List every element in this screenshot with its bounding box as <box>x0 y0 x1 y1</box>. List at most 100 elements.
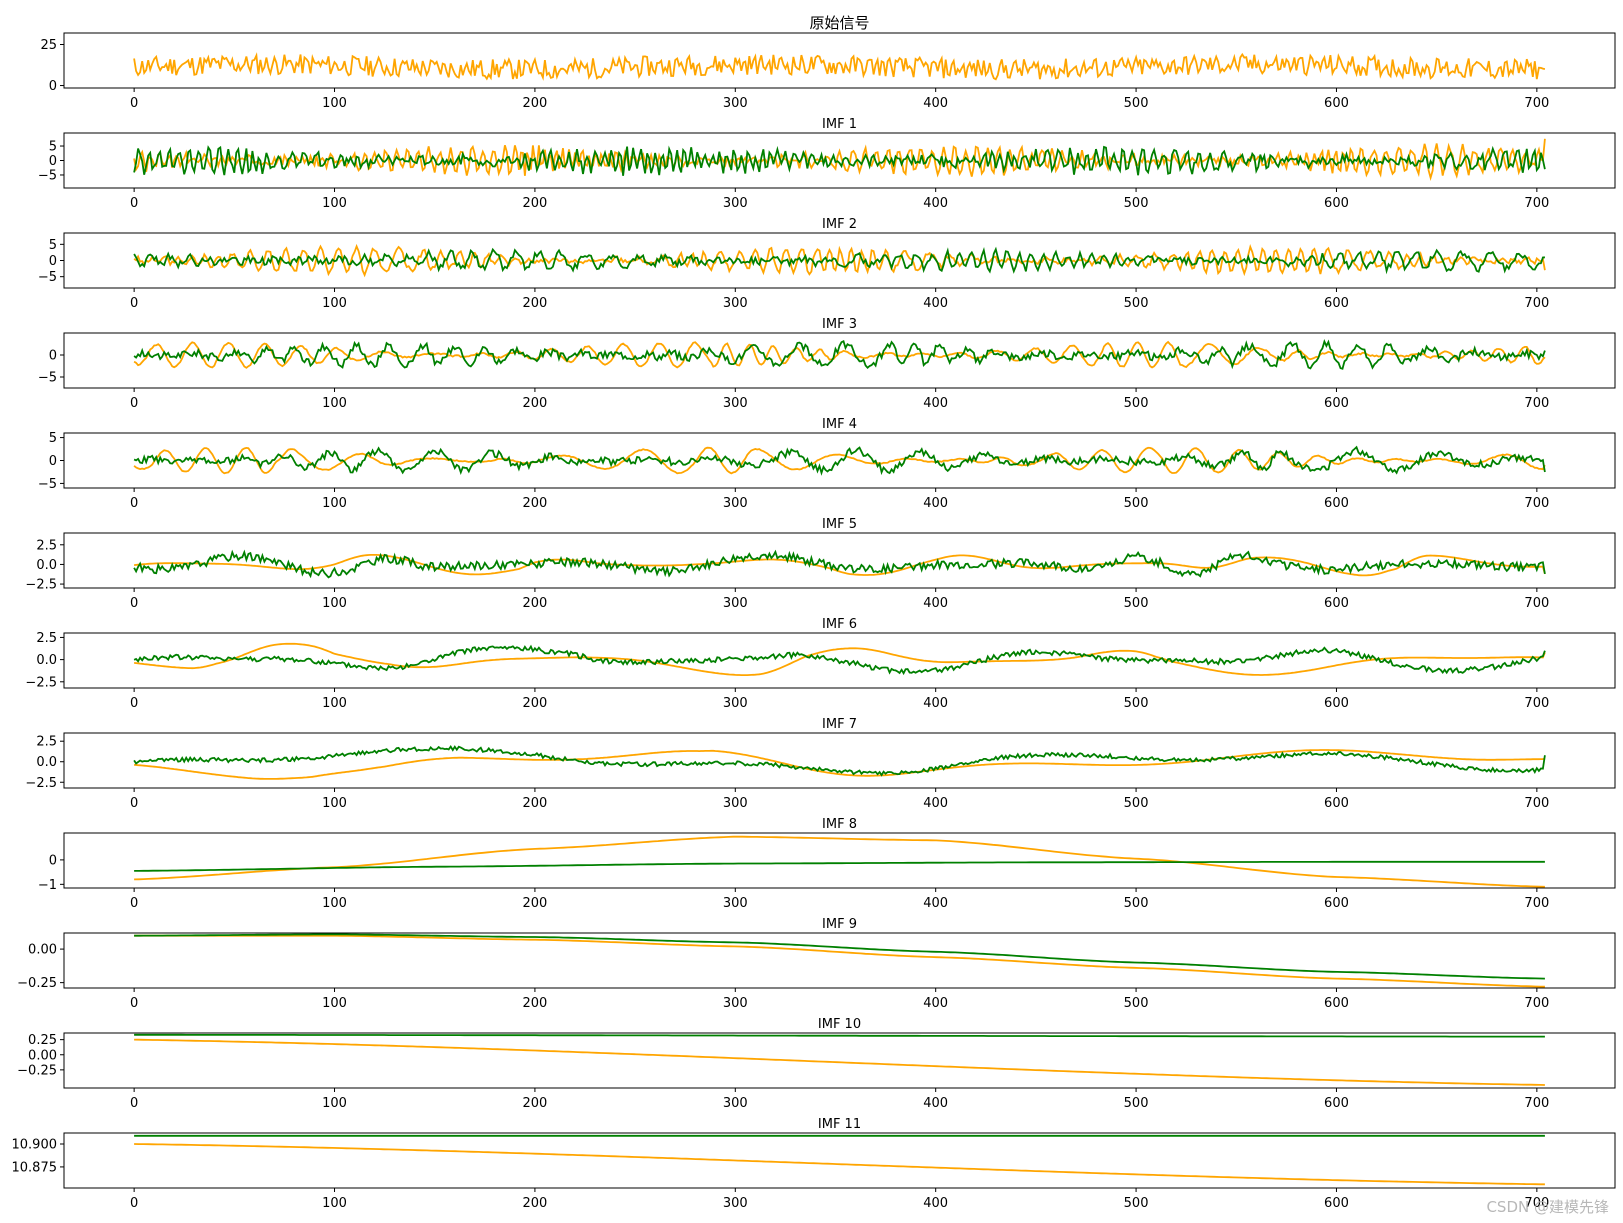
series-line-predicted <box>133 445 1546 476</box>
x-tick-label: 600 <box>1324 296 1349 311</box>
x-tick-label: 700 <box>1524 196 1549 211</box>
subplot-title: IMF 6 <box>822 617 857 632</box>
subplot-title: IMF 10 <box>818 1017 861 1032</box>
y-tick-label: 0 <box>49 853 57 868</box>
series-line-actual <box>133 340 1546 369</box>
x-tick-label: 400 <box>923 96 948 111</box>
series-line-predicted <box>133 145 1546 176</box>
x-tick-label: 300 <box>723 496 748 511</box>
x-tick-label: 300 <box>723 196 748 211</box>
x-tick-label: 300 <box>723 996 748 1011</box>
subplot-4: IMF 3 0 100 200 300 400 500 600 700 0 −5 <box>38 317 1616 411</box>
x-tick-label: 200 <box>522 796 547 811</box>
x-tick-label: 400 <box>923 596 948 611</box>
x-tick-label: 0 <box>130 1196 138 1211</box>
series-line-original <box>133 52 1546 81</box>
x-tick-label: 500 <box>1124 996 1149 1011</box>
x-tick-label: 0 <box>130 996 138 1011</box>
series-line-actual <box>134 1038 1545 1086</box>
x-tick-label: 0 <box>130 196 138 211</box>
y-tick-label: −2.5 <box>25 675 57 690</box>
y-tick-label: 25 <box>40 38 57 53</box>
x-tick-label: 200 <box>522 896 547 911</box>
y-tick-label: 2.5 <box>36 538 57 553</box>
y-tick-label: 0.0 <box>36 558 57 573</box>
x-tick-label: 100 <box>322 196 347 211</box>
x-tick-label: 400 <box>923 796 948 811</box>
series-line-predicted <box>134 860 1545 872</box>
x-tick-label: 700 <box>1524 396 1549 411</box>
x-tick-label: 500 <box>1124 296 1149 311</box>
y-tick-label: 10.875 <box>12 1160 58 1175</box>
subplot-11: IMF 10 0 100 200 300 400 500 600 700 0.250.00−0.2… <box>17 1017 1616 1111</box>
x-tick-label: 500 <box>1124 1196 1149 1211</box>
x-tick-label: 500 <box>1124 796 1149 811</box>
y-tick-label: 0.00 <box>28 1048 57 1063</box>
x-tick-label: 500 <box>1124 596 1149 611</box>
x-tick-label: 400 <box>923 1196 948 1211</box>
x-tick-label: 300 <box>723 896 748 911</box>
y-tick-label: −5 <box>38 371 57 386</box>
x-tick-label: 700 <box>1524 1196 1549 1211</box>
x-tick-label: 200 <box>522 396 547 411</box>
x-tick-label: 0 <box>130 396 138 411</box>
subplot-title: IMF 2 <box>822 217 857 232</box>
y-tick-label: 0 <box>49 454 57 469</box>
subplot-5: IMF 4 0 100 200 300 400 500 600 700 5 0 −5 <box>38 417 1616 511</box>
x-tick-label: 100 <box>322 1096 347 1111</box>
x-tick-label: 400 <box>923 196 948 211</box>
x-tick-label: 300 <box>723 1196 748 1211</box>
series-line-predicted <box>133 339 1546 370</box>
x-tick-label: 400 <box>923 996 948 1011</box>
series-line-predicted <box>133 644 1546 676</box>
x-tick-label: 700 <box>1524 496 1549 511</box>
x-tick-label: 700 <box>1524 596 1549 611</box>
x-tick-label: 100 <box>322 296 347 311</box>
x-tick-label: 600 <box>1324 896 1349 911</box>
x-tick-label: 100 <box>322 1196 347 1211</box>
axes-frame <box>63 532 1616 589</box>
y-tick-label: 5 <box>49 238 57 253</box>
x-tick-label: 200 <box>522 196 547 211</box>
x-tick-label: 400 <box>923 696 948 711</box>
x-tick-label: 400 <box>923 1096 948 1111</box>
y-tick-label: −2.5 <box>25 776 57 791</box>
x-tick-label: 700 <box>1524 1096 1549 1111</box>
watermark: CSDN @建模先锋 <box>1486 1198 1609 1216</box>
x-tick-label: 0 <box>130 496 138 511</box>
x-tick-label: 300 <box>723 96 748 111</box>
x-tick-label: 600 <box>1324 496 1349 511</box>
x-tick-label: 200 <box>522 96 547 111</box>
x-tick-label: 700 <box>1524 696 1549 711</box>
x-tick-label: 400 <box>923 496 948 511</box>
y-tick-label: −5 <box>38 168 57 183</box>
x-tick-label: 0 <box>130 796 138 811</box>
x-tick-label: 0 <box>130 896 138 911</box>
x-tick-label: 600 <box>1324 96 1349 111</box>
subplot-title: IMF 5 <box>822 517 857 532</box>
axes-frame <box>63 332 1616 389</box>
x-tick-label: 400 <box>923 896 948 911</box>
y-tick-label: 2.5 <box>36 735 57 750</box>
series-line-predicted <box>134 933 1545 980</box>
y-tick-label: 5 <box>49 431 57 446</box>
subplot-title: IMF 7 <box>822 717 857 732</box>
subplot-10: IMF 9 0 100 200 300 400 500 600 700 0.00 −0.25 <box>17 917 1616 1011</box>
x-tick-label: 500 <box>1124 496 1149 511</box>
x-tick-label: 600 <box>1324 396 1349 411</box>
x-tick-label: 0 <box>130 96 138 111</box>
series-line-actual <box>133 446 1546 475</box>
x-tick-label: 700 <box>1524 96 1549 111</box>
y-tick-label: 0 <box>49 254 57 269</box>
x-tick-label: 600 <box>1324 196 1349 211</box>
axes-frame <box>63 932 1616 989</box>
x-tick-label: 500 <box>1124 896 1149 911</box>
series-line-actual <box>134 554 1546 577</box>
y-tick-label: 0.0 <box>36 653 57 668</box>
subplot-8: IMF 7 0 100 200 300 400 500 600 700 2.5 0.0 −2.5 <box>25 717 1616 811</box>
series-line-actual <box>134 1143 1545 1186</box>
x-tick-label: 200 <box>522 1096 547 1111</box>
